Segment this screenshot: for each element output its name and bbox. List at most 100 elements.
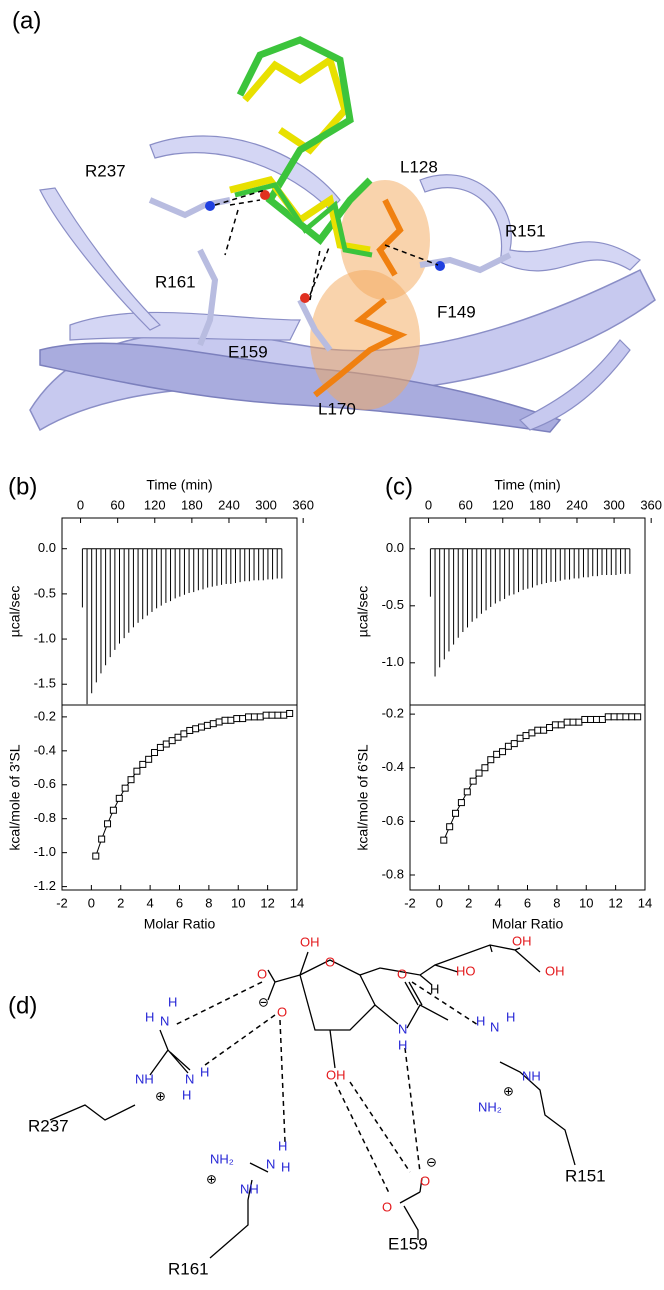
data-point [487, 756, 495, 764]
atom-label: H [278, 1138, 287, 1153]
drawing-shape [419, 252, 512, 274]
atom-label: O [277, 1004, 287, 1019]
data-point [180, 730, 188, 738]
data-point [250, 713, 258, 721]
x-axis-label: Molar Ratio [144, 916, 216, 932]
atom-label: H [168, 994, 177, 1009]
y-tick-label: 0.0 [38, 540, 56, 555]
atom-label: H [430, 981, 439, 996]
residue-label: R151 [565, 1166, 606, 1185]
data-point [186, 726, 194, 734]
data-point [121, 784, 129, 792]
data-point [587, 715, 595, 723]
data-point [109, 806, 117, 814]
atom-label: NH [240, 1181, 259, 1196]
atom-label: OH [326, 1067, 346, 1082]
data-point [262, 711, 270, 719]
x-tick-label: 0 [425, 497, 432, 512]
data-point [546, 724, 554, 732]
drawing-shape [419, 174, 641, 272]
atom-label: HO [456, 963, 476, 978]
y-axis-label: kcal/mole of 6'SL [355, 744, 371, 850]
drawing-shape [260, 190, 270, 200]
x-tick-label: 0 [88, 895, 95, 910]
x-tick-label: -2 [56, 895, 68, 910]
data-point [528, 729, 536, 737]
y-tick-label: -0.5 [34, 585, 56, 600]
data-point [256, 713, 264, 721]
x-tick-label: 14 [638, 895, 652, 910]
x-tick-label: 180 [529, 497, 551, 512]
data-point [551, 721, 559, 729]
atom-label: ⊕ [503, 1083, 514, 1098]
x-tick-label: 360 [292, 497, 314, 512]
panel-label: (b) [8, 473, 37, 500]
y-tick-label: -0.4 [382, 759, 404, 774]
residue-label: R237 [28, 1116, 69, 1135]
x-tick-label: 6 [524, 895, 531, 910]
data-point [133, 767, 141, 775]
data-point [209, 720, 217, 728]
residue-label: R151 [505, 221, 546, 240]
atom-label: NH [522, 1068, 541, 1083]
atom-label: ⊖ [258, 994, 269, 1009]
x-tick-label: 60 [110, 497, 124, 512]
residue-label: L170 [318, 399, 356, 418]
data-point [493, 750, 501, 758]
data-point [92, 852, 100, 860]
data-point [115, 794, 123, 802]
drawing-shape [39, 187, 162, 331]
atom-label: H [200, 1064, 209, 1079]
data-point [540, 726, 548, 734]
drawing-shape [340, 180, 430, 300]
data-point [475, 769, 483, 777]
drawing-shape [499, 1061, 576, 1166]
drawing-shape [209, 1162, 269, 1259]
y-tick-label: -0.2 [34, 708, 56, 723]
data-point [510, 740, 518, 748]
residue-label: L128 [400, 157, 438, 176]
atom-label: N [398, 1021, 407, 1036]
data-point [127, 776, 135, 784]
drawing-shape [267, 944, 541, 1001]
data-point [604, 713, 612, 721]
x-tick-label: 240 [566, 497, 588, 512]
atom-label: OH [512, 933, 532, 948]
data-point [581, 715, 589, 723]
x-tick-label: 6 [176, 895, 183, 910]
data-point [162, 740, 170, 748]
drawing-shape [148, 197, 231, 219]
data-point [522, 732, 530, 740]
data-point [499, 748, 507, 756]
x-tick-label: 2 [465, 895, 472, 910]
y-tick-label: -0.2 [382, 706, 404, 721]
data-point [616, 713, 624, 721]
y-tick-label: -0.4 [34, 742, 56, 757]
y-tick-label: -1.5 [34, 676, 56, 691]
residue-label: E159 [388, 1234, 428, 1253]
y-tick-label: -1.0 [34, 630, 56, 645]
data-point [268, 711, 276, 719]
data-point [280, 711, 288, 719]
atom-labels: OH O HO OH OH H O O ⊖ O N H OH H N H NH … [135, 933, 565, 1214]
drawing-shape [297, 298, 333, 352]
x-tick-label: 12 [260, 895, 274, 910]
data-point [569, 718, 577, 726]
atom-label: H [476, 1013, 485, 1028]
residue-label: R161 [155, 272, 196, 291]
drawing-shape [49, 1029, 191, 1121]
atom-label: N [266, 1156, 275, 1171]
data-point [457, 799, 465, 807]
data-point [192, 725, 200, 733]
data-point [469, 777, 477, 785]
data-point [227, 716, 235, 724]
data-point [575, 718, 583, 726]
x-tick-label: 0 [77, 497, 84, 512]
drawing-shape [234, 182, 373, 258]
data-point [203, 721, 211, 729]
atom-label: O [325, 954, 335, 969]
y-axis-label: µcal/sec [355, 586, 371, 638]
data-point [174, 733, 182, 741]
drawing-shape [205, 201, 215, 211]
drawing-shape [174, 981, 479, 1196]
